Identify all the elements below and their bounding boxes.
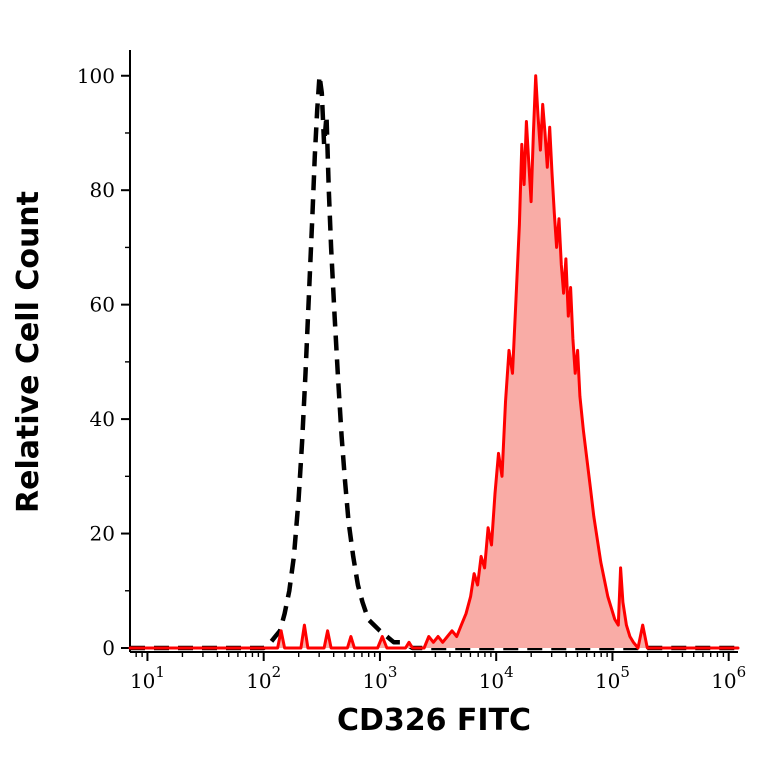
y-tick-label: 0 bbox=[102, 636, 115, 660]
y-tick-label: 80 bbox=[90, 178, 115, 202]
x-axis-title: CD326 FITC bbox=[337, 703, 531, 738]
isotype-control-dashed-line bbox=[130, 73, 738, 651]
x-tick-label: 105 bbox=[595, 663, 630, 693]
sample-histogram-outline bbox=[128, 74, 740, 650]
y-tick-label: 40 bbox=[90, 407, 115, 431]
y-axis-title: Relative Cell Count bbox=[11, 191, 46, 513]
y-tick-label: 100 bbox=[77, 64, 115, 88]
x-tick-label: 106 bbox=[711, 663, 746, 693]
x-tick-label: 102 bbox=[246, 663, 281, 693]
series-layer bbox=[128, 73, 740, 651]
axes-layer: 101 102 103 104 105 106 0 20 40 60 80 100 bbox=[77, 50, 746, 693]
x-tick-label: 103 bbox=[362, 663, 397, 693]
sample-histogram-fill bbox=[130, 75, 738, 649]
x-tick-label: 101 bbox=[130, 663, 165, 693]
y-tick-label: 60 bbox=[90, 293, 115, 317]
x-tick-label: 104 bbox=[479, 663, 514, 693]
y-tick-label: 20 bbox=[90, 522, 115, 546]
